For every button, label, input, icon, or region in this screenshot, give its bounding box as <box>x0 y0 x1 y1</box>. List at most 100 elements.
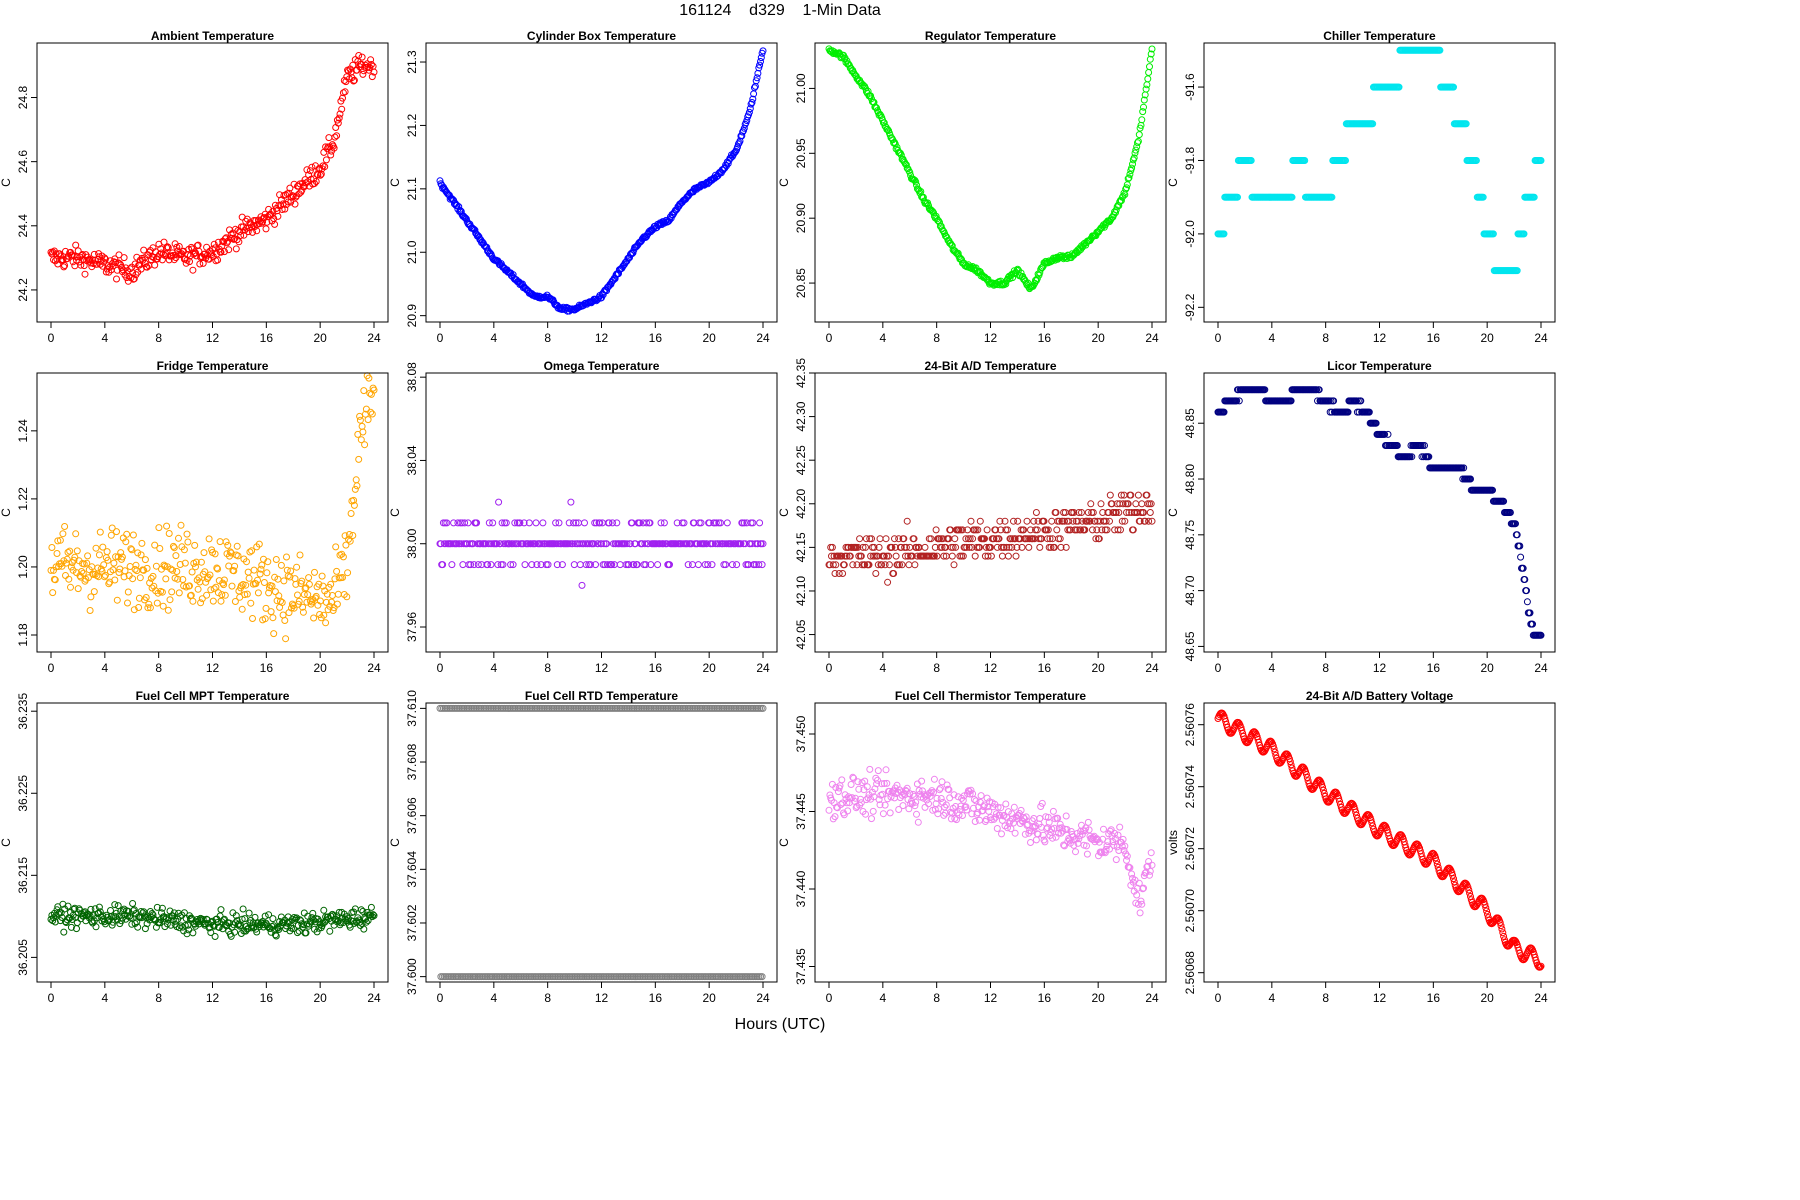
data-point <box>67 583 74 591</box>
data-point <box>483 243 491 251</box>
data-points <box>436 47 767 315</box>
data-point <box>751 84 758 92</box>
x-tick-label: 20 <box>1480 661 1494 675</box>
data-point <box>358 422 366 430</box>
data-point <box>570 561 578 569</box>
data-point <box>1132 500 1140 508</box>
data-point <box>1523 598 1531 606</box>
data-point <box>321 163 329 171</box>
data-point <box>1143 81 1151 89</box>
x-tick-label: 8 <box>544 991 551 1005</box>
data-point <box>334 119 342 127</box>
data-point <box>77 261 85 269</box>
data-point <box>1027 839 1034 846</box>
x-tick-label: 16 <box>649 331 663 345</box>
x-tick-label: 0 <box>48 991 55 1005</box>
data-points <box>436 498 767 589</box>
data-point <box>164 244 172 251</box>
x-tick-label: 0 <box>826 331 833 345</box>
x-tick-label: 0 <box>437 331 444 345</box>
x-tick-label: 16 <box>1427 991 1441 1005</box>
data-point <box>654 561 662 569</box>
x-tick-label: 0 <box>437 991 444 1005</box>
data-point <box>745 108 753 116</box>
data-point <box>287 198 295 206</box>
data-point <box>236 228 244 236</box>
data-point <box>81 270 89 278</box>
shared-x-axis-label: Hours (UTC) <box>734 1016 826 1033</box>
panel-title: 24-Bit A/D Battery Voltage <box>1306 689 1454 703</box>
data-point <box>872 570 880 577</box>
data-point <box>701 180 709 188</box>
data-point <box>151 261 159 269</box>
data-point <box>355 455 363 463</box>
y-tick-label: 21.1 <box>405 177 419 201</box>
x-tick-label: 8 <box>933 661 940 675</box>
data-point <box>326 927 334 935</box>
data-point <box>925 800 932 808</box>
data-point <box>1106 491 1114 499</box>
y-tick-label: 42.20 <box>794 488 808 518</box>
data-point <box>1044 258 1051 266</box>
data-point <box>263 569 271 577</box>
data-point <box>274 212 282 220</box>
plot-frame <box>425 702 778 983</box>
data-point <box>111 576 119 584</box>
y-tick-label: 21.0 <box>405 240 419 264</box>
data-point <box>911 561 919 569</box>
data-point <box>140 246 148 254</box>
x-tick-label: 20 <box>702 991 716 1005</box>
y-tick-label: 37.602 <box>405 904 419 941</box>
data-point <box>271 220 279 228</box>
data-point <box>932 526 940 534</box>
x-tick-label: 24 <box>367 661 381 675</box>
y-tick-label: 21.00 <box>794 73 808 103</box>
data-points <box>825 45 1156 293</box>
y-tick-label: 48.75 <box>1183 519 1197 549</box>
data-point <box>951 535 959 543</box>
panel-title: Ambient Temperature <box>151 29 274 43</box>
data-point <box>903 517 911 525</box>
data-point <box>286 184 294 192</box>
data-point <box>756 519 764 527</box>
data-point <box>62 572 69 579</box>
y-tick-label: 42.10 <box>794 576 808 606</box>
data-point <box>61 523 69 530</box>
data-point <box>239 905 247 913</box>
data-point <box>1017 269 1025 277</box>
data-point <box>280 577 288 585</box>
data-point <box>74 585 82 593</box>
data-point <box>217 906 225 914</box>
data-point <box>359 70 367 78</box>
y-axis-label: C <box>388 838 402 847</box>
x-tick-label: 20 <box>1091 331 1105 345</box>
data-point <box>936 218 943 226</box>
data-point <box>866 765 874 773</box>
data-point <box>327 151 335 159</box>
data-point <box>312 178 320 185</box>
data-point <box>950 561 958 569</box>
data-point <box>311 568 318 576</box>
data-point <box>60 928 68 936</box>
data-point <box>521 561 529 569</box>
data-point <box>368 410 376 418</box>
data-point <box>1048 517 1056 525</box>
x-tick-label: 0 <box>48 661 55 675</box>
x-tick-label: 12 <box>595 991 609 1005</box>
data-point <box>914 818 922 826</box>
data-point <box>177 521 185 529</box>
y-tick-label: 20.9 <box>405 304 419 328</box>
data-point <box>874 767 882 775</box>
x-tick-label: 20 <box>1091 991 1105 1005</box>
data-point <box>1012 552 1020 560</box>
data-point <box>689 561 696 569</box>
data-point <box>350 77 358 85</box>
data-point <box>110 559 118 567</box>
data-point <box>196 260 204 268</box>
data-point <box>1220 230 1228 238</box>
data-point <box>1130 154 1138 162</box>
x-tick-label: 0 <box>1215 991 1222 1005</box>
data-point <box>946 794 954 802</box>
data-point <box>748 99 756 106</box>
